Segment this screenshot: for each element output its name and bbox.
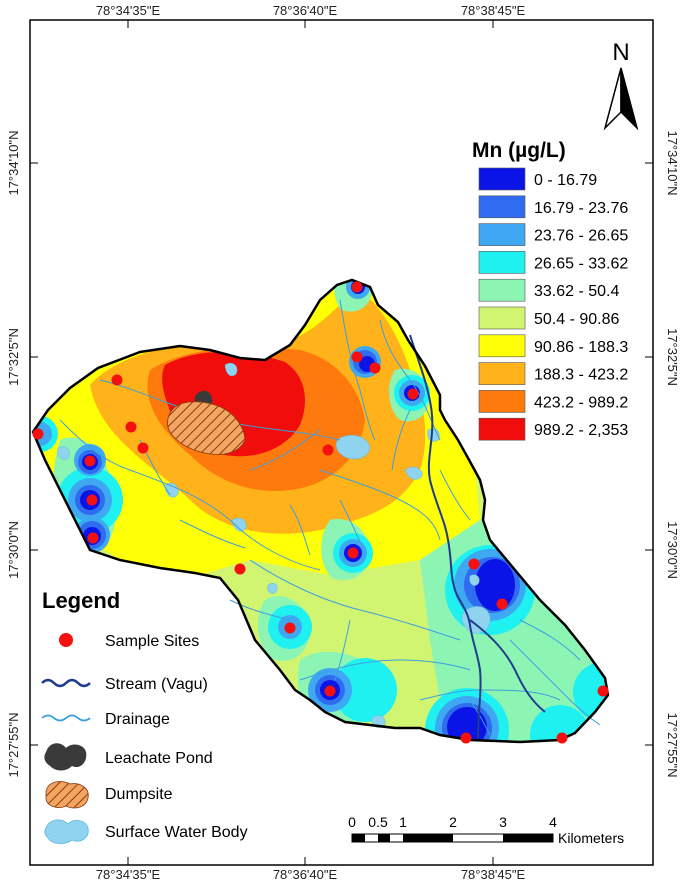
sample-site xyxy=(468,558,480,570)
mn-class-label: 23.76 - 26.65 xyxy=(534,228,628,245)
mn-class-label: 989.2 - 2,353 xyxy=(534,422,628,439)
scale-label-2: 2 xyxy=(449,814,457,830)
coord-left-1: 17°34'10"N xyxy=(6,130,21,195)
coord-left-3: 17°30'0"N xyxy=(6,521,21,579)
north-label: N xyxy=(612,39,629,66)
sample-site xyxy=(324,685,336,697)
sample-site xyxy=(351,351,363,363)
mn-class-label: 26.65 - 33.62 xyxy=(534,255,628,272)
dumpsite-icon xyxy=(45,781,89,809)
stream-icon xyxy=(41,678,91,688)
sample-site xyxy=(284,622,296,634)
sample-site xyxy=(137,442,149,454)
leachate-pond-icon xyxy=(44,743,87,771)
coord-labels-top: 78°34'35"E 78°36'40"E 78°38'45"E xyxy=(96,3,526,18)
coord-top-1: 78°34'35"E xyxy=(96,3,161,18)
scale-label-4: 4 xyxy=(549,814,557,830)
coord-labels-bottom: 78°34'35"E 78°36'40"E 78°38'45"E xyxy=(96,867,526,882)
coord-top-3: 78°38'45"E xyxy=(461,3,526,18)
scale-label-0-5: 0.5 xyxy=(368,814,388,830)
coord-left-2: 17°32'5"N xyxy=(6,328,21,386)
scale-label-1: 1 xyxy=(399,814,407,830)
mn-class-swatch xyxy=(478,334,526,358)
dumpsite-area xyxy=(167,401,246,455)
drainage-network xyxy=(59,299,601,736)
sample-site xyxy=(111,374,123,386)
sample-site xyxy=(460,732,472,744)
coord-right-1: 17°34'10"N xyxy=(665,130,680,195)
coord-bottom-2: 78°36'40"E xyxy=(273,867,338,882)
mn-class-swatch xyxy=(478,362,526,385)
study-area-boundary xyxy=(31,278,610,744)
stream-vagu xyxy=(409,334,546,741)
sample-site xyxy=(369,362,381,374)
sample-site xyxy=(84,455,96,467)
mn-class-label: 0 - 16.79 xyxy=(534,172,597,189)
coord-top-2: 78°36'40"E xyxy=(273,3,338,18)
mn-legend-title: Mn (µg/L) xyxy=(472,139,566,162)
sample-site xyxy=(347,547,359,559)
scale-bar: 0 0.5 1 2 3 4 Kilometers xyxy=(348,814,624,846)
sample-site xyxy=(32,428,44,440)
mn-class-swatch xyxy=(478,195,526,219)
mn-class-swatch xyxy=(478,278,526,302)
scale-unit: Kilometers xyxy=(558,830,624,846)
mn-class-label: 16.79 - 23.76 xyxy=(534,200,628,217)
graticule-ticks xyxy=(30,20,653,865)
mn-class-label: 423.2 - 989.2 xyxy=(534,394,628,411)
map-frame xyxy=(29,19,654,866)
mn-class-label: 33.62 - 50.4 xyxy=(534,283,620,300)
coord-left-4: 17°27'55"N xyxy=(6,712,21,777)
legend-label-stream: Stream (Vagu) xyxy=(105,676,208,693)
sample-sites xyxy=(32,281,609,744)
sample-site xyxy=(351,281,363,293)
legend-label-drainage: Drainage xyxy=(105,711,170,728)
mn-class-swatch xyxy=(478,390,526,413)
sample-site xyxy=(407,388,419,400)
mn-concentration-legend: Mn (µg/L) 0 - 16.79 16.79 - 23.76 23.76 - … xyxy=(472,139,628,441)
legend-label-sample-sites: Sample Sites xyxy=(105,633,199,650)
legend-label-dumpsite: Dumpsite xyxy=(105,786,173,803)
mn-class-label: 188.3 - 423.2 xyxy=(534,367,628,384)
sample-site xyxy=(86,494,98,506)
coord-bottom-3: 78°38'45"E xyxy=(461,867,526,882)
map-legend: Legend Sample Sites Stream (Vagu) Draina… xyxy=(41,588,248,844)
mn-class-swatch xyxy=(478,251,526,274)
sample-site xyxy=(322,444,334,456)
coord-right-3: 17°30'0"N xyxy=(665,521,680,579)
coord-right-4: 17°27'55"N xyxy=(665,712,680,777)
sample-site xyxy=(496,598,508,610)
sample-site xyxy=(234,563,246,575)
drainage-icon xyxy=(41,714,91,722)
mn-class-swatch xyxy=(478,417,526,441)
coord-bottom-1: 78°34'35"E xyxy=(96,867,161,882)
coord-right-2: 17°32'5"N xyxy=(665,328,680,386)
mn-class-label: 50.4 - 90.86 xyxy=(534,311,620,328)
coord-labels-left: 17°34'10"N 17°32'5"N 17°30'0"N 17°27'55"… xyxy=(6,130,21,777)
north-arrow: N xyxy=(603,39,639,131)
mn-class-swatch xyxy=(478,306,526,330)
water-body-icon xyxy=(44,819,89,844)
mn-class-swatch xyxy=(478,167,526,191)
mn-class-label: 90.86 - 188.3 xyxy=(534,339,628,356)
legend-label-leachate: Leachate Pond xyxy=(105,750,213,767)
legend-title: Legend xyxy=(42,588,120,613)
sample-site-icon xyxy=(59,633,73,647)
legend-label-water-body: Surface Water Body xyxy=(105,824,248,841)
sample-site xyxy=(125,421,137,433)
sample-site xyxy=(597,685,609,697)
sample-site xyxy=(87,532,99,544)
mn-class-swatch xyxy=(478,223,526,246)
scale-label-0: 0 xyxy=(348,814,356,830)
coord-labels-right: 17°34'10"N 17°32'5"N 17°30'0"N 17°27'55"… xyxy=(665,130,680,777)
sample-site xyxy=(556,732,568,744)
scale-label-3: 3 xyxy=(499,814,507,830)
